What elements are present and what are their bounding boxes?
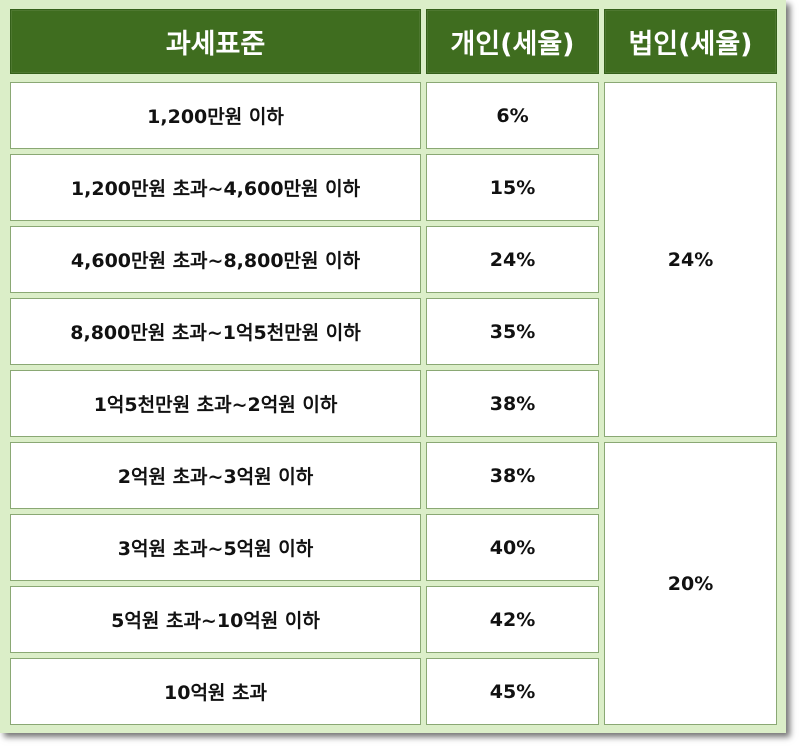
- individual-rate-cell: 40%: [426, 514, 599, 581]
- individual-rate-cell: 6%: [426, 82, 599, 149]
- tax-base-cell: 1,200만원 이하: [10, 82, 421, 149]
- header-corporate-rate: 법인(세율): [604, 9, 777, 74]
- corporate-rate-cell: 24%: [604, 82, 777, 437]
- tax-base-cell: 3억원 초과~5억원 이하: [10, 514, 421, 581]
- corporate-rate-cell: 20%: [604, 442, 777, 725]
- individual-rate-cell: 38%: [426, 370, 599, 437]
- tax-base-cell: 8,800만원 초과~1억5천만원 이하: [10, 298, 421, 365]
- tax-rate-table: 과세표준 개인(세율) 법인(세율) 1,200만원 이하 6% 1,200만원…: [0, 0, 786, 733]
- individual-rate-cell: 15%: [426, 154, 599, 221]
- header-tax-base: 과세표준: [10, 9, 421, 74]
- tax-base-cell: 1억5천만원 초과~2억원 이하: [10, 370, 421, 437]
- tax-base-cell: 4,600만원 초과~8,800만원 이하: [10, 226, 421, 293]
- individual-rate-cell: 42%: [426, 586, 599, 653]
- individual-rate-cell: 45%: [426, 658, 599, 725]
- header-individual-rate: 개인(세율): [426, 9, 599, 74]
- individual-rate-cell: 38%: [426, 442, 599, 509]
- tax-base-cell: 2억원 초과~3억원 이하: [10, 442, 421, 509]
- tax-base-cell: 1,200만원 초과~4,600만원 이하: [10, 154, 421, 221]
- individual-rate-cell: 35%: [426, 298, 599, 365]
- tax-base-cell: 5억원 초과~10억원 이하: [10, 586, 421, 653]
- individual-rate-cell: 24%: [426, 226, 599, 293]
- tax-base-cell: 10억원 초과: [10, 658, 421, 725]
